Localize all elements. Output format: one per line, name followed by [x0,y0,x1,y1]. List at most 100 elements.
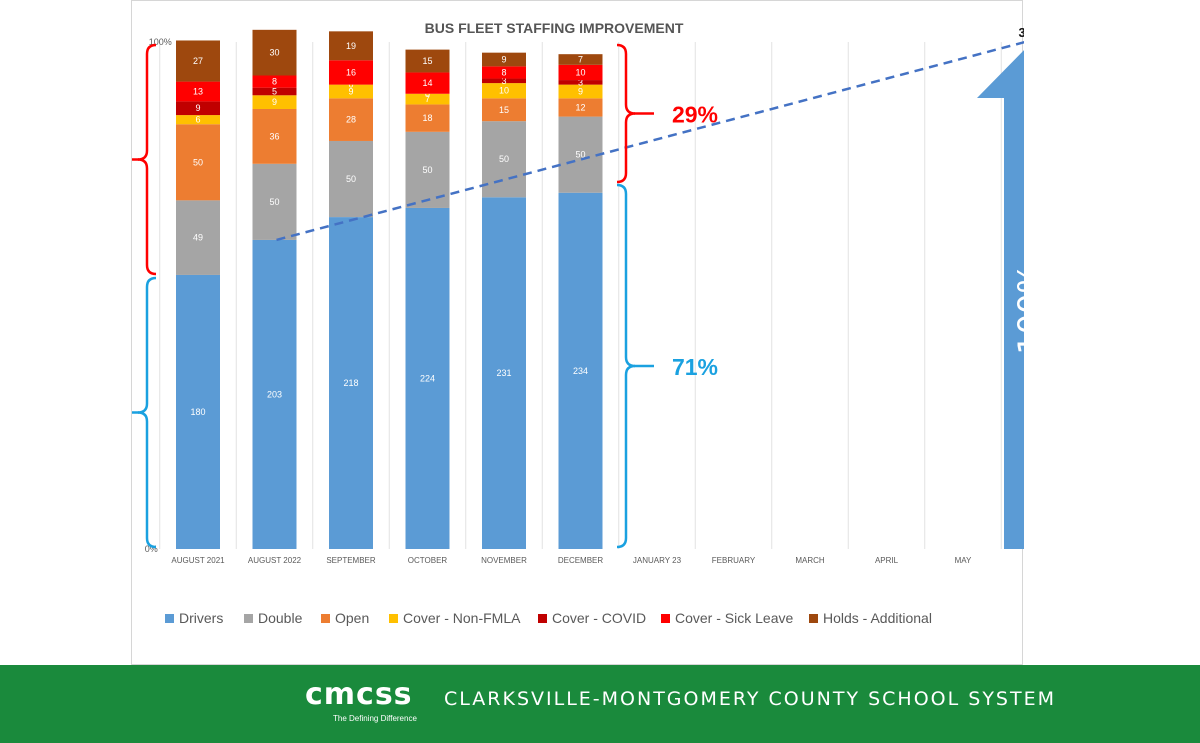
bar-holds-additional-november [482,52,526,67]
bar-cover-covid-august-2021 [176,101,220,116]
bar-holds-additional-october [405,49,450,73]
bar-double-november [482,121,526,198]
bar-cover-non-fmla-september [329,84,373,99]
bar-cover-non-fmla-august-2022 [252,95,297,109]
target-value-label: 311 [1019,25,1024,40]
legend-swatch-open [321,614,330,623]
data-label-cover-sick-leave-december: 10 [575,67,585,77]
data-label-cover-sick-leave-august-2021: 13 [193,86,203,96]
bar-cover-non-fmla-december [558,84,603,99]
data-label-open-october: 18 [422,113,432,123]
bar-drivers-december [558,192,603,549]
bus-fleet-chart: BUS FLEET STAFFING IMPROVEMENT 0% 100% AUGU… [132,20,1024,626]
data-label-cover-non-fmla-august-2021: 6 [195,115,200,125]
y-tick-label-100: 100% [149,37,172,47]
bar-double-december [558,116,603,193]
data-label-drivers-december: 234 [573,366,588,376]
legend-label-cover-covid: Cover - COVID [552,610,646,626]
bar-cover-covid-december [558,80,603,85]
data-label-open-august-2021: 50 [193,157,203,167]
x-tick-december: DECEMBER [558,556,604,565]
bar-cover-sick-leave-december [558,64,603,81]
cmcss-logo[interactable]: cmcss [305,677,413,712]
legend-swatch-holds-additional [809,614,818,623]
bar-open-october [405,104,450,132]
data-label-cover-sick-leave-november: 8 [501,67,506,77]
bar-drivers-october [405,207,450,549]
data-label-drivers-august-2022: 203 [267,389,282,399]
data-label-cover-covid-december: 3 [578,77,583,87]
legend-swatch-drivers [165,614,174,623]
data-label-holds-additional-august-2021: 27 [193,56,203,66]
bar-cover-sick-leave-november [482,66,526,79]
bar-cover-non-fmla-august-2021 [176,115,220,125]
data-label-cover-non-fmla-september: 9 [348,86,353,96]
bar-double-august-2022 [252,163,297,240]
bar-holds-additional-september [329,31,373,61]
data-label-cover-covid-october: 0 [425,89,430,99]
footer-bar: cmcss The Defining Difference CLARKSVILL… [0,665,1200,743]
bracket-71-percent [616,183,636,549]
data-label-drivers-august-2021: 180 [190,407,205,417]
legend-swatch-cover-non-fmla [389,614,398,623]
data-label-double-september: 50 [346,174,356,184]
bar-cover-non-fmla-october [405,93,450,105]
bar-double-september [329,140,373,218]
trend-line [276,40,1024,242]
data-label-cover-covid-september: 0 [348,80,353,90]
legend-label-cover-non-fmla: Cover - Non-FMLA [403,610,521,626]
bar-cover-sick-leave-august-2022 [252,75,297,88]
data-label-open-november: 15 [499,105,509,115]
data-label-cover-sick-leave-august-2022: 8 [272,77,277,87]
legend-label-cover-sick-leave: Cover - Sick Leave [675,610,793,626]
legend-swatch-cover-covid [538,614,547,623]
bar-holds-additional-august-2022 [252,29,297,76]
legend-label-open: Open [335,610,369,626]
bar-holds-additional-december [558,54,603,65]
data-label-drivers-november: 231 [496,368,511,378]
data-label-cover-non-fmla-october: 7 [425,94,430,104]
bracket-71-label: 71% [672,354,718,380]
bar-cover-covid-november [482,78,526,84]
data-label-cover-sick-leave-october: 14 [422,78,432,88]
bracket-54-percent [137,276,157,549]
bar-double-august-2021 [176,200,220,275]
data-label-double-november: 50 [499,154,509,164]
data-label-double-august-2021: 49 [193,233,203,243]
data-label-cover-non-fmla-august-2022: 9 [272,97,277,107]
bar-cover-non-fmla-november [482,83,526,99]
data-label-drivers-september: 218 [343,378,358,388]
data-label-holds-additional-november: 9 [501,55,506,65]
legend-label-double: Double [258,610,303,626]
target-arrow-label: 100% [1011,263,1024,354]
legend-swatch-double [244,614,253,623]
bracket-29-label: 29% [672,102,718,128]
chart-title: BUS FLEET STAFFING IMPROVEMENT [425,20,684,36]
data-label-holds-additional-december: 7 [578,55,583,65]
bar-open-august-2022 [252,108,297,164]
target-arrow [977,50,1024,549]
bar-cover-sick-leave-august-2021 [176,81,220,102]
data-label-drivers-october: 224 [420,373,435,383]
data-label-cover-sick-leave-september: 16 [346,67,356,77]
x-tick-march: MARCH [795,556,825,565]
legend-swatch-cover-sick-leave [661,614,670,623]
bracket-46-percent [137,43,157,276]
data-label-double-october: 50 [422,165,432,175]
y-tick-label-0: 0% [145,544,158,554]
data-label-holds-additional-october: 15 [422,56,432,66]
bar-holds-additional-august-2021 [176,40,220,82]
x-tick-october: OCTOBER [408,556,448,565]
data-label-open-december: 12 [575,102,585,112]
data-label-cover-non-fmla-december: 9 [578,86,583,96]
data-label-holds-additional-september: 19 [346,41,356,51]
legend-label-drivers: Drivers [179,610,223,626]
data-label-double-august-2022: 50 [269,197,279,207]
x-tick-august-2022: AUGUST 2022 [248,556,302,565]
bar-cover-covid-august-2022 [252,87,297,96]
data-label-cover-non-fmla-november: 10 [499,86,509,96]
data-label-cover-covid-november: 3 [501,76,506,86]
x-tick-february: FEBRUARY [712,556,756,565]
bar-cover-sick-leave-october [405,72,450,94]
bar-cover-sick-leave-september [329,60,373,85]
